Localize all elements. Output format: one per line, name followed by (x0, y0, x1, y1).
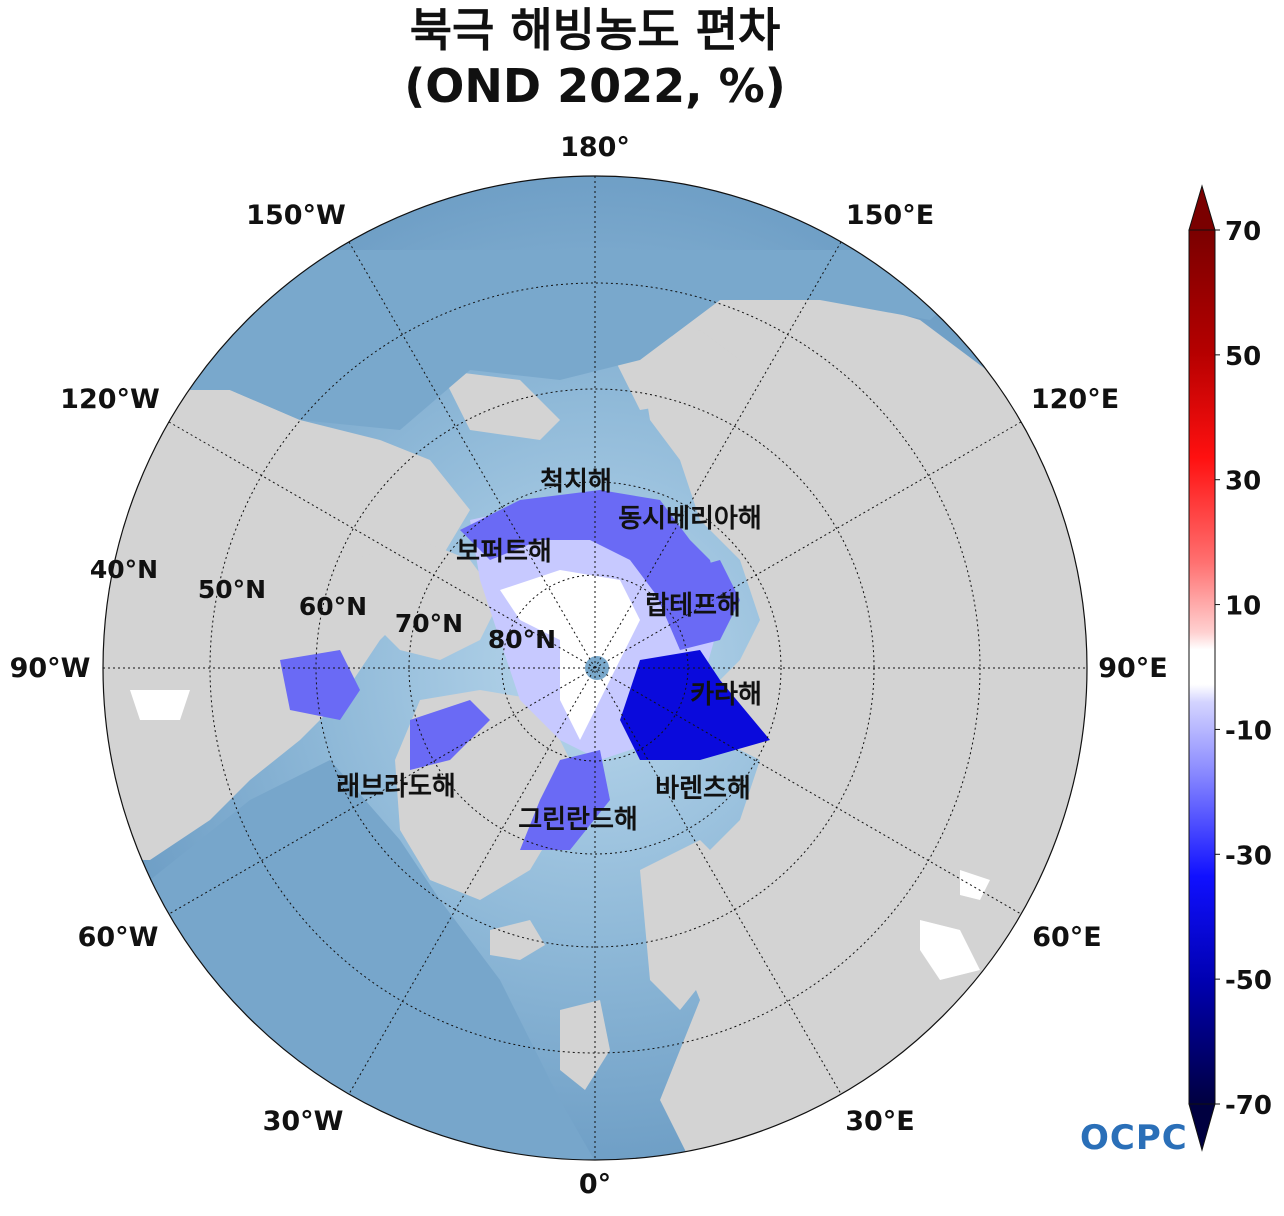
land-alaska (440, 370, 560, 440)
colorbar-tick-label: -50 (1225, 966, 1272, 996)
colorbar-body (1188, 229, 1216, 1105)
map-boundary (102, 175, 1088, 1161)
map-disk (103, 176, 1087, 1160)
map-title: 북극 해빙농도 편차 (409, 3, 781, 57)
sea-label-kara: 카라해 (690, 680, 762, 710)
svalbard-ice (960, 870, 990, 900)
sea-labels: 척치해 동시베리아해 보퍼트해 랍테프해 카라해 바렌츠해 래브라도해 그린란드… (336, 467, 762, 835)
colorbar-ticks: 70 50 30 10 -10 -30 -50 -70 (1215, 217, 1272, 1121)
ocpc-logo: OCPC (1080, 1118, 1188, 1158)
land-eurasia (640, 290, 1087, 1160)
lon-label-180: 180° (560, 132, 630, 163)
sea-label-labrador: 래브라도해 (336, 772, 456, 802)
colorbar-tick-label: 70 (1225, 217, 1261, 247)
map-subtitle: (OND 2022, %) (404, 59, 786, 113)
land-canadian-archipelago (350, 540, 500, 660)
lat-label-50: 50°N (198, 575, 266, 604)
colorbar-tick-label: -70 (1225, 1091, 1272, 1121)
anomaly-baffin (410, 700, 490, 770)
land-scandinavia (640, 840, 740, 1010)
lon-label-0: 0° (579, 1169, 611, 1200)
meridians (103, 176, 1087, 1160)
sea-ice-central (500, 570, 640, 740)
lat-label-40: 40°N (90, 555, 158, 584)
lake (130, 690, 190, 720)
sea-label-east-siberian: 동시베리아해 (618, 504, 762, 534)
sea-label-beaufort: 보퍼트해 (456, 537, 552, 567)
colorbar-tick-label: 50 (1225, 342, 1261, 372)
sea-label-barents: 바렌츠해 (655, 774, 751, 804)
anomaly-kara-barents (620, 650, 770, 760)
anomaly-greenland-sea (520, 750, 610, 850)
sea-label-laptev: 랍테프해 (645, 591, 741, 621)
colorbar-tick-label: -30 (1225, 841, 1272, 871)
lon-label-60e: 60°E (1032, 922, 1102, 953)
lat-label-80: 80°N (488, 625, 556, 654)
latitude-labels: 40°N 50°N 60°N 70°N 80°N (90, 555, 556, 654)
anomaly-laptev (650, 560, 740, 650)
novaya-zemlya-ice (920, 920, 980, 980)
sea-label-greenland: 그린란드해 (518, 805, 638, 835)
land-iceland (490, 920, 545, 960)
lon-label-120w: 120°W (60, 384, 160, 415)
lon-label-30w: 30°W (263, 1106, 344, 1137)
sea-label-chukchi: 척치해 (540, 467, 612, 497)
lat-label-70: 70°N (395, 609, 463, 638)
lon-label-120e: 120°E (1031, 384, 1119, 415)
lon-label-90w: 90°W (10, 653, 91, 684)
land-ice (130, 690, 990, 980)
lon-label-90e: 90°E (1098, 653, 1168, 684)
lon-label-150w: 150°W (246, 200, 346, 231)
pole-hole (585, 656, 609, 680)
land-british-isles (560, 1000, 610, 1090)
pacific-ocean (180, 250, 1010, 430)
meridian-120e-60w (168, 421, 1022, 915)
lon-label-30e: 30°E (845, 1106, 915, 1137)
land-north-america (103, 380, 470, 860)
longitude-labels: 180° 150°W 150°E 120°W 120°E 90°W 90°E 6… (10, 132, 1168, 1200)
colorbar-tick-label: 30 (1225, 467, 1261, 497)
lon-label-150e: 150°E (846, 200, 934, 231)
colorbar: 70 50 30 10 -10 -30 -50 -70 (1188, 184, 1272, 1152)
colorbar-upper-extend (1188, 184, 1216, 231)
lat-label-60: 60°N (299, 592, 367, 621)
colorbar-tick-label: 10 (1225, 592, 1261, 622)
lon-label-60w: 60°W (78, 922, 159, 953)
lat-circle-50 (209, 282, 981, 1054)
colorbar-lower-extend (1188, 1103, 1216, 1152)
colorbar-tick-label: -10 (1225, 716, 1272, 746)
